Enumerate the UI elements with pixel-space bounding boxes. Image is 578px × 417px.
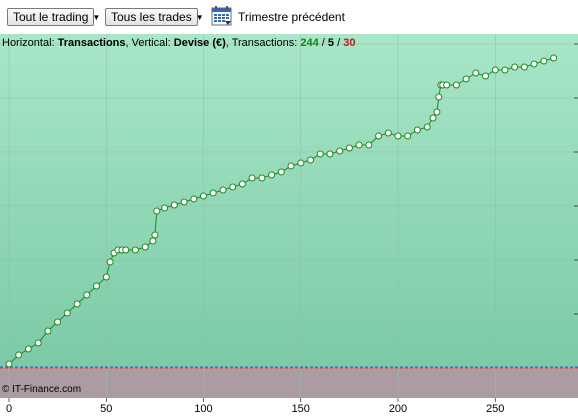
trade-filter-dropdown[interactable]: Tous les trades ▼ <box>105 8 204 26</box>
data-point <box>190 195 198 203</box>
vertical-value: Devise (€) <box>173 37 226 49</box>
data-point <box>491 66 499 74</box>
period-label[interactable]: Trimestre précédent <box>238 10 345 24</box>
data-point <box>161 204 169 212</box>
data-point <box>180 198 188 206</box>
calendar-icon[interactable] <box>211 6 232 26</box>
chevron-down-icon: ▼ <box>195 13 204 22</box>
separator: / <box>334 37 344 49</box>
gridlines <box>0 34 578 398</box>
data-point <box>365 141 373 149</box>
data-point <box>229 183 237 191</box>
data-point <box>472 69 480 77</box>
x-tick-label: 250 <box>486 403 504 415</box>
negative-zone <box>0 368 578 398</box>
data-point <box>83 291 91 299</box>
transactions-red: 30 <box>343 37 356 49</box>
data-point <box>345 144 353 152</box>
data-point <box>238 180 246 188</box>
transactions-mid: 5 <box>327 37 335 49</box>
x-tick-label: 100 <box>194 403 212 415</box>
data-point <box>153 207 161 215</box>
data-point <box>384 129 392 137</box>
data-point <box>511 63 519 71</box>
data-point <box>258 174 266 182</box>
data-point <box>248 174 256 182</box>
data-point <box>336 147 344 155</box>
data-point <box>316 150 324 158</box>
data-point <box>297 159 305 167</box>
separator: / <box>318 37 328 49</box>
transactions-label: , Transactions: <box>225 37 301 49</box>
x-axis-ticks: 0 50 100 150 200 250 <box>6 398 504 415</box>
transactions-total: 244 <box>300 37 319 49</box>
plot-area <box>0 34 578 368</box>
data-point <box>54 318 62 326</box>
chart-info: Horizontal: Transactions, Vertical: Devi… <box>2 37 355 49</box>
data-point <box>520 63 528 71</box>
period-filter-label: Tout le trading <box>13 10 89 24</box>
data-point <box>326 150 334 158</box>
x-tick-label: 50 <box>100 403 112 415</box>
data-point <box>102 273 110 281</box>
data-point <box>429 114 437 122</box>
data-point <box>482 72 489 80</box>
data-point <box>433 108 441 116</box>
chevron-down-icon: ▼ <box>92 13 101 22</box>
data-point <box>307 156 314 164</box>
data-point <box>423 123 431 131</box>
data-point <box>413 126 421 134</box>
data-point <box>200 192 207 200</box>
data-point <box>141 243 149 251</box>
data-point <box>394 132 402 140</box>
data-point <box>530 60 538 68</box>
data-point <box>15 351 23 359</box>
data-point <box>34 339 42 347</box>
data-point <box>375 132 383 140</box>
trade-filter-label: Tous les trades <box>111 10 192 24</box>
data-point <box>355 141 363 149</box>
data-point <box>287 162 295 170</box>
x-tick-label: 150 <box>292 403 310 415</box>
data-point <box>5 360 13 368</box>
data-point <box>122 246 130 254</box>
x-tick-label: 0 <box>6 403 12 415</box>
toolbar: Tout le trading ▼ Tous les trades ▼ Trimes… <box>0 0 578 34</box>
data-point <box>63 309 71 317</box>
data-point <box>209 189 217 197</box>
data-point <box>73 300 81 308</box>
horizontal-value: Transactions <box>57 37 126 49</box>
data-point <box>277 168 285 176</box>
data-point <box>462 75 470 83</box>
data-point <box>540 57 548 65</box>
markers <box>5 54 558 368</box>
data-point <box>501 66 509 74</box>
horizontal-label: Horizontal: <box>2 37 58 49</box>
data-point <box>24 345 32 353</box>
data-point <box>219 186 227 194</box>
data-point <box>452 81 460 89</box>
period-filter-dropdown[interactable]: Tout le trading ▼ <box>7 8 100 26</box>
data-point <box>151 231 159 239</box>
data-point <box>443 81 451 89</box>
data-point <box>404 132 412 140</box>
data-point <box>44 327 52 335</box>
data-point <box>170 201 178 209</box>
data-point <box>550 54 558 62</box>
data-point <box>435 93 443 101</box>
data-point <box>131 246 139 254</box>
data-point <box>149 237 157 245</box>
data-point <box>268 171 276 179</box>
credit-text: © IT-Finance.com <box>2 384 82 395</box>
x-tick-label: 200 <box>389 403 407 415</box>
data-point <box>93 282 100 290</box>
data-point <box>106 258 114 266</box>
vertical-label: , Vertical: <box>125 37 174 49</box>
